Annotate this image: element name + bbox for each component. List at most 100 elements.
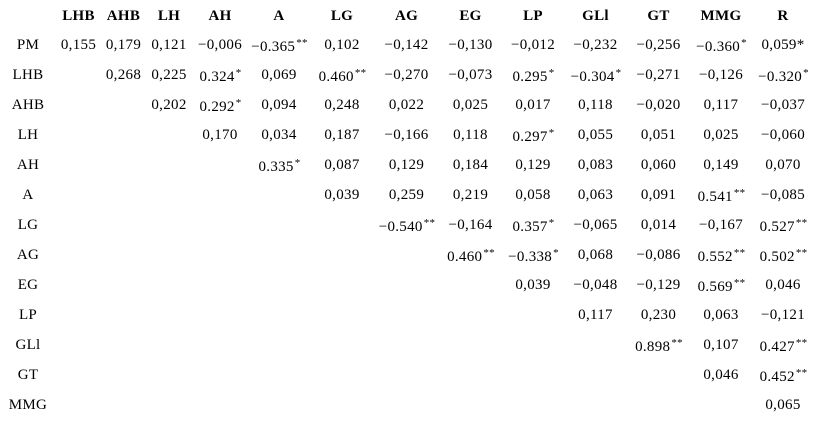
value-cell-significant: 0.295* (502, 60, 564, 90)
table-row-pm: PM 0,155 0,179 0,121 −0,006 −0.365** 0,102 −0,1… (0, 30, 814, 60)
empty-cell (564, 390, 627, 420)
value-cell: 0,063 (703, 306, 739, 323)
cell-value: 0.292* (199, 96, 242, 115)
empty-cell (374, 360, 439, 390)
column-header-ah: AH (208, 7, 232, 24)
value-cell: 0,129 (388, 156, 425, 173)
cell-value: −0.320* (758, 66, 809, 85)
empty-cell (248, 300, 310, 330)
empty-cell (374, 390, 439, 420)
empty-cell (56, 360, 101, 390)
value-cell-significant: −0.365** (248, 30, 310, 60)
cell-value: 0.295* (512, 66, 555, 85)
value-cell: 0,184 (452, 156, 489, 173)
empty-cell (502, 390, 564, 420)
value-cell: 0,014 (640, 216, 677, 233)
significance-stars: ** (733, 186, 746, 199)
value-cell: −0,167 (698, 216, 743, 233)
cell-value: 0.357* (512, 216, 555, 235)
empty-cell (439, 390, 502, 420)
value-cell: −0,086 (636, 246, 681, 263)
empty-cell (101, 120, 146, 150)
cell-value: 0.324* (199, 66, 242, 85)
table-row-lp: LP 0,117 0,230 0,063 −0,121 (0, 300, 814, 330)
value-cell-significant: 0.502** (752, 240, 814, 270)
significance-stars: * (553, 246, 559, 259)
value-cell: 0,170 (202, 126, 238, 143)
table-row-ag: AG 0.460** −0.338* 0,068 −0,086 0.552** 0.502*… (0, 240, 814, 270)
significance-stars: * (235, 66, 242, 79)
table-row-eg: EG 0,039 −0,048 −0,129 0.569** 0,046 (0, 270, 814, 300)
empty-cell (248, 270, 310, 300)
column-header-gt: GT (647, 7, 670, 24)
cell-value: −0.338* (508, 246, 559, 265)
value-cell-significant: 0.452** (752, 360, 814, 390)
empty-cell (248, 390, 310, 420)
value-cell: −0,142 (384, 36, 429, 53)
cell-value: 0.335* (258, 156, 301, 175)
empty-cell (56, 330, 101, 360)
empty-cell (146, 300, 192, 330)
empty-cell (101, 90, 146, 120)
table-row-lhb: LHB 0,268 0,225 0.324* 0,069 0.460** −0,270 −0,… (0, 60, 814, 90)
column-header-mmg: MMG (700, 7, 742, 24)
cell-value: 0.427** (759, 336, 808, 355)
value-cell: 0,118 (578, 96, 613, 113)
empty-cell (310, 210, 374, 240)
value-cell: −0,130 (448, 36, 493, 53)
significance-stars: * (294, 156, 301, 169)
empty-cell (192, 210, 248, 240)
table-body: PM 0,155 0,179 0,121 −0,006 −0.365** 0,102 −0,1… (0, 30, 814, 420)
row-header-gt: GT (17, 366, 39, 383)
value-cell-significant: 0.527** (752, 210, 814, 240)
significance-stars: ** (733, 276, 746, 289)
empty-cell (101, 240, 146, 270)
value-cell: 0,070 (765, 156, 801, 173)
value-cell-significant: −0.338* (502, 240, 564, 270)
empty-cell (439, 360, 502, 390)
value-cell: 0,248 (324, 96, 360, 113)
table-row-ahb: AHB 0,202 0.292* 0,094 0,248 0,022 0,025 0,017 0… (0, 90, 814, 120)
significance-stars: ** (671, 336, 683, 349)
column-header-lh: LH (157, 7, 181, 24)
column-header-lhb: LHB (62, 7, 95, 24)
empty-cell (192, 300, 248, 330)
cell-value: 0.452** (759, 366, 808, 385)
cell-value: 0.527** (759, 216, 808, 235)
empty-cell (146, 150, 192, 180)
significance-stars: * (615, 66, 622, 79)
value-cell: 0,060 (640, 156, 677, 173)
empty-cell (192, 180, 248, 210)
value-cell-significant: 0.541** (690, 180, 752, 210)
significance-stars: * (548, 126, 555, 139)
empty-cell (56, 300, 101, 330)
significance-stars: * (741, 36, 747, 49)
empty-cell (101, 150, 146, 180)
empty-cell (56, 390, 101, 420)
value-cell: −0,073 (448, 66, 493, 83)
value-cell: 0,094 (261, 96, 297, 113)
empty-cell (374, 270, 439, 300)
value-cell-significant: 0.569** (690, 270, 752, 300)
value-cell: −0,129 (636, 276, 681, 293)
value-cell-significant: 0.552** (690, 240, 752, 270)
value-cell: 0,179 (105, 36, 142, 53)
cell-value: 0.297* (512, 126, 555, 145)
row-header-lg: LG (17, 216, 39, 233)
cell-value: −0.304* (570, 66, 622, 85)
value-cell: 0,117 (703, 96, 739, 113)
table-row-lh: LH 0,170 0,034 0,187 −0,166 0,118 0.297* 0,055 0… (0, 120, 814, 150)
empty-cell (56, 270, 101, 300)
table-row-gll: GLl 0.898** 0,107 0.427** (0, 330, 814, 360)
significance-stars: ** (795, 366, 808, 379)
empty-cell (310, 360, 374, 390)
empty-cell (310, 300, 374, 330)
value-cell: 0,225 (151, 66, 187, 83)
value-cell: 0,063 (577, 186, 614, 203)
value-cell: 0,051 (640, 126, 677, 143)
empty-cell (502, 330, 564, 360)
row-header-ag: AG (16, 246, 40, 263)
row-header-lhb: LHB (12, 66, 44, 83)
cell-value: −0.365** (251, 36, 308, 55)
significance-stars: ** (795, 246, 808, 259)
